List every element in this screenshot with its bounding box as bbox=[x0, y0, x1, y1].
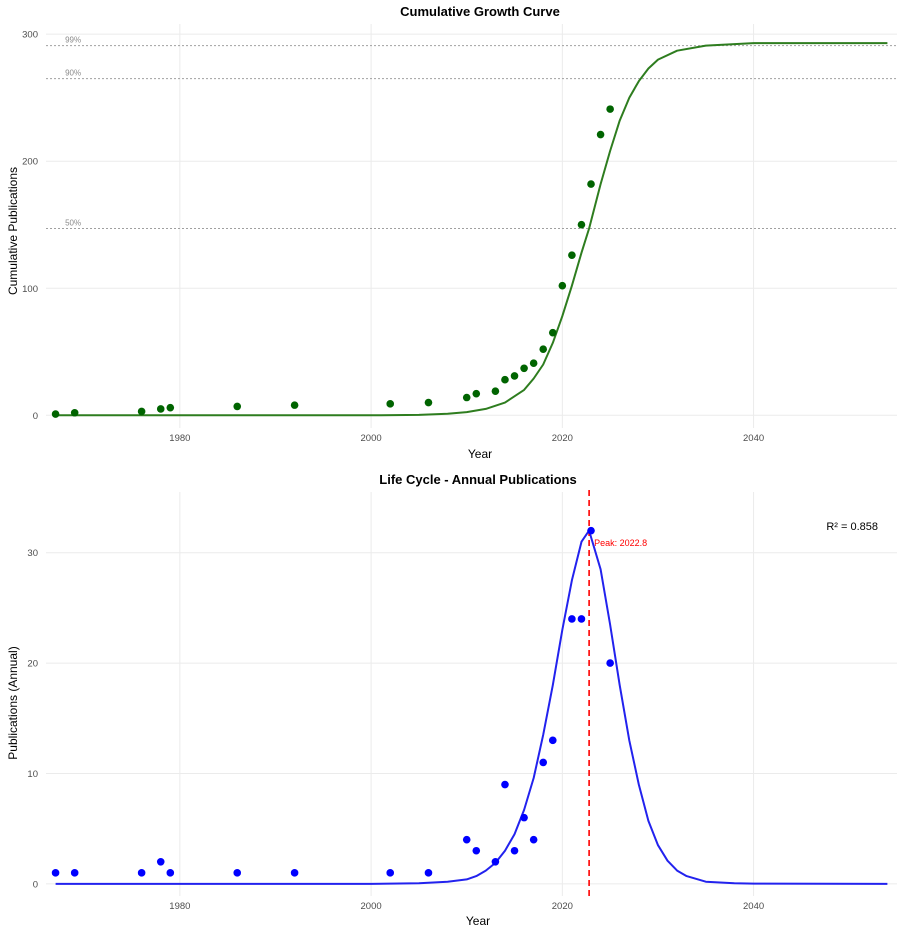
data-point bbox=[539, 758, 548, 767]
data-point bbox=[548, 736, 557, 745]
data-point bbox=[501, 375, 509, 384]
data-point bbox=[156, 857, 165, 866]
reference-line-label: 50% bbox=[65, 219, 81, 228]
fitted-curve-line bbox=[55, 529, 888, 885]
data-point bbox=[529, 835, 538, 844]
data-point bbox=[386, 869, 395, 877]
data-point bbox=[587, 526, 595, 535]
x-tick-label: 2040 bbox=[743, 901, 764, 912]
fitted-curve bbox=[55, 529, 888, 885]
y-axis-title: Cumulative Publications bbox=[6, 167, 20, 295]
data-point bbox=[529, 359, 538, 368]
reference-line-label: 99% bbox=[65, 36, 81, 45]
cumulative-growth-chart: Cumulative Growth Curve Year Cumulative … bbox=[6, 4, 897, 461]
data-point bbox=[539, 345, 548, 354]
chart-title: Cumulative Growth Curve bbox=[400, 4, 560, 19]
data-point bbox=[166, 403, 175, 412]
life-cycle-chart: Life Cycle - Annual Publications Year Pu… bbox=[6, 472, 897, 928]
y-tick-label: 200 bbox=[22, 157, 38, 168]
y-tick-label: 300 bbox=[22, 30, 38, 41]
y-tick-label: 0 bbox=[33, 879, 38, 890]
data-point bbox=[424, 869, 433, 877]
x-tick-label: 1980 bbox=[169, 901, 190, 912]
x-tick-label: 2000 bbox=[361, 901, 382, 912]
data-point bbox=[70, 869, 79, 877]
y-tick-label: 0 bbox=[33, 411, 38, 422]
data-point bbox=[606, 659, 614, 667]
reference-lines: 99% 90% 50% bbox=[46, 36, 897, 230]
data-point bbox=[568, 615, 576, 623]
data-point bbox=[424, 398, 433, 407]
x-tick-label: 2020 bbox=[552, 433, 573, 444]
data-point bbox=[386, 400, 395, 408]
x-tick-label: 1980 bbox=[169, 433, 190, 444]
data-point bbox=[491, 857, 500, 866]
fitted-curve bbox=[55, 42, 888, 417]
y-axis-title: Publications (Annual) bbox=[6, 646, 20, 759]
data-point bbox=[51, 410, 60, 418]
data-point bbox=[290, 401, 299, 409]
x-tick-label: 2020 bbox=[552, 901, 573, 912]
data-point bbox=[510, 846, 519, 855]
data-point bbox=[51, 869, 60, 877]
data-point bbox=[606, 105, 614, 113]
data-point bbox=[70, 408, 79, 417]
data-point bbox=[520, 813, 528, 822]
data-point bbox=[290, 869, 299, 877]
y-tick-label: 30 bbox=[27, 548, 38, 559]
data-point bbox=[520, 364, 528, 373]
data-point bbox=[462, 393, 471, 402]
fitted-curve-line bbox=[55, 42, 888, 417]
peak-label: Peak: 2022.8 bbox=[594, 538, 647, 548]
data-point bbox=[548, 328, 557, 337]
data-point bbox=[596, 130, 605, 139]
grid bbox=[46, 492, 897, 896]
x-axis-title: Year bbox=[466, 914, 490, 928]
chart-title: Life Cycle - Annual Publications bbox=[379, 472, 576, 487]
r-squared-annotation: R² = 0.858 bbox=[826, 521, 878, 533]
y-tick-labels: 0 10 20 30 bbox=[27, 548, 38, 890]
data-point bbox=[501, 780, 509, 789]
data-point bbox=[577, 220, 586, 229]
y-tick-labels: 0 100 200 300 bbox=[22, 30, 38, 422]
x-tick-labels: 1980 2000 2020 2040 bbox=[169, 901, 764, 912]
data-point bbox=[137, 869, 146, 877]
peak-marker: Peak: 2022.8 bbox=[588, 490, 647, 896]
y-tick-label: 100 bbox=[22, 284, 38, 295]
data-point bbox=[491, 387, 500, 395]
data-point bbox=[568, 251, 576, 260]
data-point bbox=[462, 835, 471, 844]
data-point bbox=[137, 407, 146, 416]
data-point bbox=[510, 372, 519, 380]
data-point bbox=[156, 405, 165, 413]
y-tick-label: 10 bbox=[27, 769, 38, 780]
data-points bbox=[51, 526, 614, 877]
reference-line-label: 90% bbox=[65, 69, 81, 78]
data-point bbox=[472, 846, 481, 855]
x-tick-label: 2040 bbox=[743, 433, 764, 444]
data-point bbox=[233, 869, 242, 877]
data-point bbox=[166, 869, 175, 877]
data-point bbox=[233, 402, 242, 411]
x-tick-label: 2000 bbox=[361, 433, 382, 444]
data-point bbox=[472, 389, 481, 398]
data-point bbox=[558, 281, 567, 290]
x-axis-title: Year bbox=[468, 447, 492, 461]
data-point bbox=[587, 180, 595, 188]
data-points bbox=[51, 105, 614, 418]
y-tick-label: 20 bbox=[27, 659, 38, 670]
data-point bbox=[577, 615, 586, 623]
grid bbox=[46, 24, 897, 428]
x-tick-labels: 1980 2000 2020 2040 bbox=[169, 433, 764, 444]
